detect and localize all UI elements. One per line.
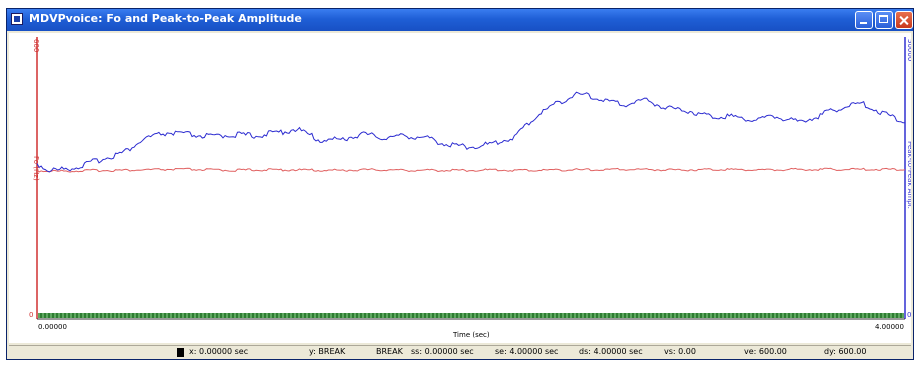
fo-series-line: [36, 167, 906, 173]
status-dy: dy: 600.00: [824, 347, 867, 356]
right-axis-tick-bottom: 0: [907, 311, 911, 319]
app-icon[interactable]: [11, 13, 23, 25]
x-tick-end: 4.00000: [875, 323, 904, 331]
app-window: MDVPvoice: Fo and Peak-to-Peak Amplitude…: [6, 8, 914, 360]
plot-area[interactable]: 600 0 50000 0 Fo (Hz) Peak-to-Peak Ampl.…: [9, 33, 911, 343]
x-tick-start: 0.00000: [38, 323, 67, 331]
minimize-button[interactable]: [855, 11, 873, 29]
status-ss: ss: 0.00000 sec: [411, 347, 474, 356]
amplitude-series-line: [36, 91, 905, 173]
right-axis-tick-top: 50000: [906, 39, 911, 61]
status-y: y: BREAK: [309, 347, 346, 356]
status-bar: x: 0.00000 sec y: BREAK BREAK ss: 0.0000…: [9, 345, 911, 359]
cursor-marker-icon: [177, 348, 184, 357]
status-x: x: 0.00000 sec: [189, 347, 249, 356]
status-vs: vs: 0.00: [664, 347, 696, 356]
maximize-button[interactable]: [875, 11, 893, 29]
x-axis-label: Time (sec): [452, 331, 490, 339]
right-axis-label: Peak-to-Peak Ampl.: [906, 141, 911, 209]
left-axis-tick-bottom: 0: [29, 311, 33, 319]
left-axis-tick-top: 600: [32, 39, 40, 52]
close-button[interactable]: [895, 11, 913, 29]
plot-background: [9, 33, 911, 343]
status-ve: ve: 600.00: [744, 347, 787, 356]
status-y2: BREAK: [376, 347, 403, 356]
status-ds: ds: 4.00000 sec: [579, 347, 643, 356]
window-title: MDVPvoice: Fo and Peak-to-Peak Amplitude: [29, 12, 302, 25]
title-bar[interactable]: MDVPvoice: Fo and Peak-to-Peak Amplitude: [7, 9, 913, 31]
marker-strip-ticks: [38, 313, 904, 318]
status-se: se: 4.00000 sec: [495, 347, 559, 356]
left-axis-label: Fo (Hz): [32, 156, 40, 181]
